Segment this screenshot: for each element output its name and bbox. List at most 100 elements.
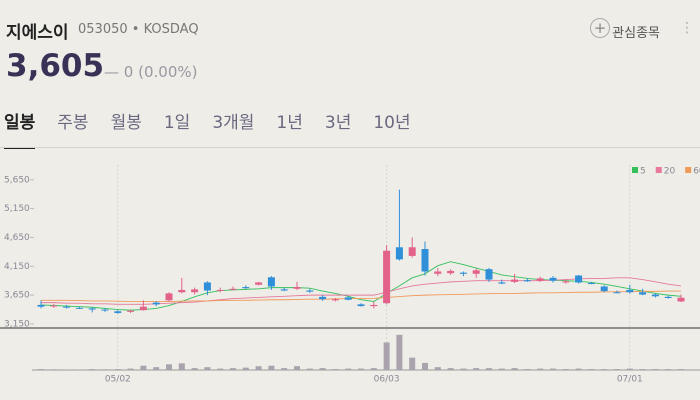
volume-bar (562, 369, 569, 370)
candle-body (191, 289, 199, 293)
volume-bar (601, 369, 608, 370)
x-tick-label: 06/03 (374, 375, 400, 385)
candle-body (536, 278, 544, 281)
volume-bar (524, 369, 531, 370)
code: 053050 (78, 22, 128, 37)
volume-bar (242, 367, 249, 370)
y-tick-label: 3,150 (4, 319, 30, 329)
volume-bar (230, 368, 236, 370)
volume-bar (588, 369, 595, 370)
volume-bar (319, 368, 326, 370)
candle-body (485, 269, 493, 280)
price: 3,605 (6, 48, 105, 84)
candle-body (498, 282, 506, 284)
candle-body (664, 296, 672, 299)
candle-body (306, 290, 314, 292)
volume-bar (89, 369, 96, 370)
volume-bar (409, 357, 416, 370)
legend-swatch (655, 167, 662, 173)
candle-body (267, 277, 275, 287)
y-tick-label: 4,650 (4, 233, 30, 243)
candle-body (357, 304, 365, 307)
legend-swatch (685, 167, 692, 173)
candle-body (331, 299, 339, 301)
candle-body (562, 281, 570, 283)
volume-bar (473, 368, 480, 370)
volume-bar (486, 368, 492, 370)
tab[interactable]: 1년 (276, 113, 303, 133)
volume-bar (614, 369, 620, 370)
candle-body (178, 289, 186, 293)
volume-bar (639, 369, 646, 370)
volume-bar (665, 369, 672, 370)
candle-body (127, 310, 135, 312)
tab[interactable]: 주봉 (57, 113, 89, 133)
volume-bar (370, 368, 377, 370)
candle-body (88, 308, 96, 310)
candle-body (626, 289, 634, 293)
candle-body (575, 275, 583, 283)
candle-body (434, 271, 442, 274)
y-tick-label: 5,650 (4, 175, 30, 185)
volume-bar (460, 368, 467, 370)
volume-bar (204, 367, 211, 370)
volume-bar (306, 368, 313, 370)
candle-body (523, 280, 531, 282)
legend-swatch (632, 167, 638, 173)
divider (0, 147, 700, 148)
ma-line (41, 290, 681, 302)
candle-body (459, 272, 467, 274)
add-icon[interactable]: + (590, 18, 610, 38)
legend-label: 5 (640, 167, 646, 177)
volume-bar (447, 368, 454, 370)
candle-body (75, 307, 83, 309)
volume-bar (498, 368, 505, 370)
volume-bar (38, 369, 44, 370)
candle-body (383, 250, 391, 304)
candle-body (216, 289, 224, 291)
volume-bar (114, 369, 121, 370)
candle-body (165, 293, 173, 301)
tab[interactable]: 3개월 (212, 113, 255, 133)
volume-bar (358, 368, 364, 370)
candle-body (242, 287, 250, 289)
candle-body (114, 311, 122, 314)
y-tick-label: 5,150 (4, 204, 30, 214)
volume-bar (178, 363, 185, 370)
volume-bar (268, 365, 275, 370)
tab[interactable]: 월봉 (110, 113, 142, 133)
ma-line (40, 261, 682, 311)
tab[interactable]: 1일 (163, 113, 191, 133)
y-tick-label: 4,150 (4, 262, 30, 272)
volume-bar (281, 368, 288, 370)
candle-body (408, 247, 416, 256)
tab[interactable]: 일봉 (4, 108, 36, 149)
watch-button[interactable]: 관심종목 (612, 26, 660, 41)
tab[interactable]: 10년 (373, 113, 411, 133)
ma-line (41, 277, 682, 305)
volume-bar (166, 364, 172, 370)
candle-body (447, 270, 455, 274)
volume-bar (217, 368, 224, 370)
stock-code: 053050 • KOSDAQ (78, 22, 199, 37)
candle-body (37, 304, 45, 307)
volume-bar (511, 368, 518, 370)
tab[interactable]: 3년 (324, 113, 352, 133)
candle-body (639, 292, 647, 295)
volume-bar (652, 369, 659, 370)
menu-icon[interactable]: ⋮ (680, 20, 694, 36)
volume-bar (191, 368, 198, 370)
change: — 0 (0.00%) (104, 63, 198, 81)
volume-bar (127, 368, 134, 370)
candle-body (613, 292, 621, 294)
volume-bar (140, 365, 147, 370)
candle-body (344, 297, 352, 300)
volume-bar (537, 368, 544, 370)
volume-bar (396, 334, 403, 370)
volume-bar (383, 342, 390, 370)
candle-body (370, 304, 378, 307)
volume-bar (294, 366, 300, 370)
volume-bar (153, 367, 160, 370)
candle-body (280, 289, 288, 291)
